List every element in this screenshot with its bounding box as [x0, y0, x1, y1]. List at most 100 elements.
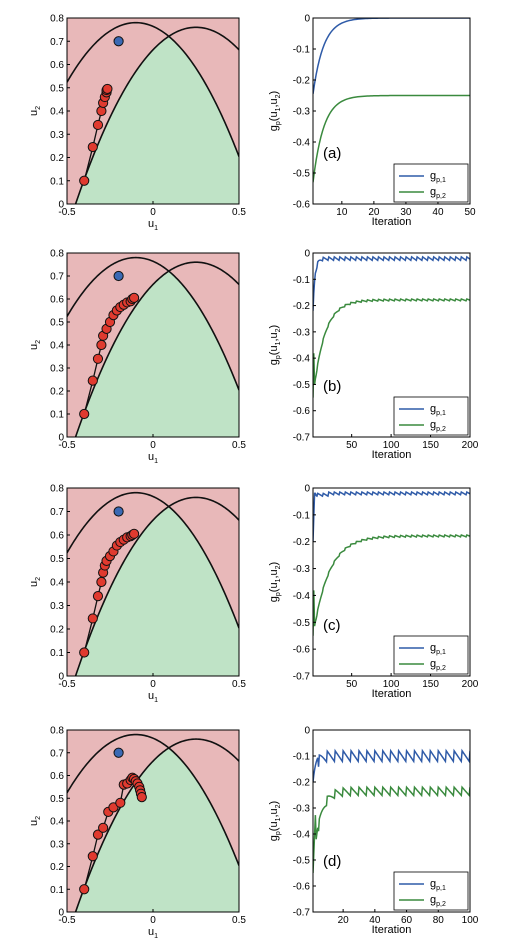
legend-entry-1: gp,1	[430, 170, 446, 184]
y-tick-label: 0	[58, 908, 64, 919]
x-tick-label: 50	[346, 440, 358, 451]
y-axis-label-part: g	[268, 125, 280, 131]
y-tick-label: -0.3	[293, 327, 311, 338]
plot-area	[313, 255, 470, 398]
series-line-1	[313, 748, 470, 783]
x-tick-label: 0.5	[232, 440, 246, 451]
x-axis-label-sub: 1	[154, 933, 158, 940]
y-tick-label: 0.5	[50, 83, 64, 94]
x-axis-label-main: u	[148, 451, 154, 463]
x-tick-label: 50	[346, 679, 358, 690]
x-tick-label: 0	[150, 679, 156, 690]
y-axis-label: gp(u1,u2)	[268, 325, 282, 365]
series-line-2	[313, 298, 470, 398]
x-tick-label: 60	[401, 915, 413, 926]
y-tick-label: 0.4	[50, 341, 64, 352]
y-axis-label-part: 2	[275, 565, 282, 569]
series-line-2	[313, 94, 470, 183]
x-tick-label: 100	[383, 679, 400, 690]
y-axis-label-part: 2	[275, 94, 282, 98]
x-tick-label: 40	[432, 207, 444, 218]
y-axis-label-part: )	[268, 91, 280, 95]
iterate-point	[92, 829, 104, 840]
axes-frame	[312, 729, 471, 913]
constraint-curve-1	[67, 733, 239, 866]
y-axis-label: gp(u1,u2)	[268, 91, 282, 131]
y-tick-label: 0.4	[50, 817, 64, 828]
plot-area	[313, 490, 470, 636]
iterate-point	[128, 528, 140, 539]
y-tick-label: 0.1	[50, 176, 64, 187]
y-tick-label: 0.4	[50, 578, 64, 589]
feasible-region	[67, 747, 239, 912]
optimum-point	[113, 270, 124, 282]
y-axis-label-sub: 2	[35, 106, 42, 110]
y-tick-label: -0.7	[293, 908, 311, 919]
legend-entry-1: gp,1	[430, 878, 446, 892]
y-axis-label-text: u2	[28, 340, 42, 350]
x-axis-label-main: u	[148, 218, 154, 230]
y-axis-label-main: u	[28, 820, 40, 826]
y-axis-label-part: ,u	[268, 98, 280, 107]
x-tick-label: 30	[400, 207, 412, 218]
y-tick-label: 0.7	[50, 272, 64, 283]
x-axis-label: u1	[148, 926, 158, 940]
y-axis-label-part: 1	[275, 341, 282, 345]
legend: gp,1gp,2	[393, 871, 469, 911]
y-tick-label: -0.1	[293, 510, 311, 521]
y-tick-label: 0.3	[50, 839, 64, 850]
y-tick-label: 0.1	[50, 885, 64, 896]
y-axis-label-text: gp(u1,u2)	[268, 562, 282, 602]
x-axis-label: Iteration	[372, 216, 412, 228]
y-tick-label: 0	[304, 484, 310, 495]
legend-entry-main: g	[430, 170, 436, 182]
legend-entry-2: gp,2	[430, 419, 446, 433]
x-tick-label: 0	[150, 915, 156, 926]
y-axis-label-part: 1	[275, 107, 282, 111]
legend-entry-sub: p,2	[436, 426, 446, 433]
legend-entry-2: gp,2	[430, 186, 446, 200]
x-axis-label: Iteration	[372, 449, 412, 461]
optimum-point	[113, 36, 124, 47]
iterate-point	[136, 792, 147, 803]
iterate-point	[79, 647, 90, 658]
x-axis-label: u1	[148, 690, 158, 704]
iterate-point	[87, 375, 98, 386]
y-axis-label-part: (u	[268, 582, 280, 592]
y-tick-label: -0.5	[293, 618, 311, 629]
y-tick-label: -0.7	[293, 672, 311, 683]
panel-label: (d)	[323, 853, 341, 870]
y-axis-label-part: p	[275, 592, 282, 596]
series-line-2	[313, 534, 470, 636]
legend-entry-sub: p,1	[436, 410, 446, 417]
y-tick-label: -0.6	[293, 200, 311, 211]
y-axis-label-text: gp(u1,u2)	[268, 91, 282, 131]
x-axis-label-sub: 1	[154, 697, 158, 704]
y-tick-label: 0.7	[50, 37, 64, 48]
y-tick-label: -0.6	[293, 882, 311, 893]
y-tick-label: 0.6	[50, 531, 64, 542]
y-axis-label-sub: 2	[35, 340, 42, 344]
iterate-point	[79, 175, 90, 186]
y-axis-label: u2	[28, 577, 42, 587]
x-tick-label: 0.5	[232, 679, 246, 690]
y-tick-label: 0.6	[50, 771, 64, 782]
y-tick-label: -0.3	[293, 107, 311, 118]
y-tick-label: 0.3	[50, 364, 64, 375]
plot-area	[313, 748, 470, 874]
legend-box	[393, 871, 469, 911]
y-tick-label: 0.8	[50, 726, 64, 737]
x-tick-label: 100	[462, 915, 479, 926]
x-tick-label: -0.5	[58, 679, 76, 690]
y-tick-label: 0.2	[50, 625, 64, 636]
y-tick-label: 0.8	[50, 14, 64, 25]
legend: gp,1gp,2	[393, 396, 469, 436]
y-tick-label: 0	[58, 672, 64, 683]
y-tick-label: 0.2	[50, 387, 64, 398]
panel-label: (b)	[323, 378, 341, 395]
x-axis-label-main: u	[148, 690, 154, 702]
y-tick-label: -0.6	[293, 406, 311, 417]
iterate-point	[87, 613, 98, 624]
